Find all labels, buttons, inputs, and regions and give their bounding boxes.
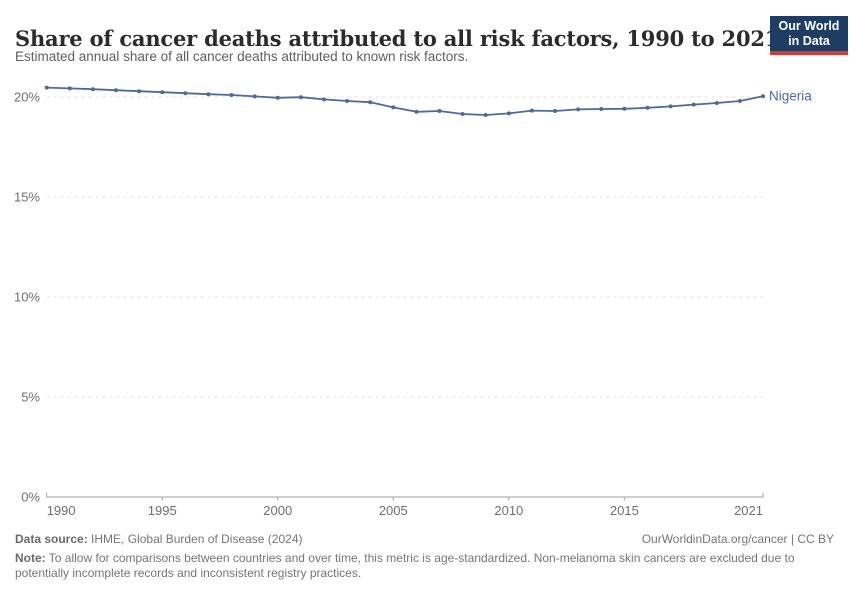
data-point-1996 <box>183 91 188 96</box>
data-point-1994 <box>137 89 142 94</box>
page-title: Share of cancer deaths attributed to all… <box>15 26 780 52</box>
data-source-value: IHME, Global Burden of Disease (2024) <box>91 532 303 546</box>
data-point-2005 <box>391 105 396 110</box>
owid-logo-line2: in Data <box>788 34 830 48</box>
x-axis-tick-label: 2015 <box>610 503 639 518</box>
data-point-1998 <box>229 93 234 97</box>
data-point-2010 <box>506 111 511 116</box>
data-point-2001 <box>298 95 303 100</box>
x-axis-tick-label: 2000 <box>263 503 292 518</box>
data-point-2016 <box>645 105 650 110</box>
data-point-2008 <box>460 112 465 116</box>
note-label: Note: <box>15 551 46 565</box>
x-axis-tick-label: 2010 <box>494 503 523 518</box>
nigeria-line-series <box>44 85 765 117</box>
data-point-1997 <box>206 92 211 97</box>
data-point-2003 <box>345 99 350 103</box>
data-point-2006 <box>414 109 419 114</box>
y-axis-tick-label: 15% <box>14 190 40 205</box>
data-point-1995 <box>160 90 165 95</box>
data-point-2000 <box>275 95 280 100</box>
data-point-1990 <box>44 85 49 90</box>
y-axis-tick-label: 10% <box>14 290 40 305</box>
y-axis-tick-label: 5% <box>21 390 40 405</box>
line-chart-canvas: 0% 5% 10% 15% 20% 1990 1995 2000 2005 2010 2015 202… <box>14 85 812 518</box>
note-value: To allow for comparisons between countri… <box>15 551 795 580</box>
page-subtitle: Estimated annual share of all cancer dea… <box>15 49 469 64</box>
x-axis-tick-label: 2005 <box>379 503 408 518</box>
data-source-label: Data source: <box>15 532 88 546</box>
data-point-2018 <box>691 102 696 107</box>
data-point-2007 <box>437 109 442 113</box>
chart-footer: Data source: IHME, Global Burden of Dise… <box>15 532 834 546</box>
data-point-1991 <box>67 86 72 91</box>
data-point-1999 <box>252 94 257 99</box>
data-point-2020 <box>737 99 742 103</box>
data-point-2002 <box>322 97 326 102</box>
x-axis-tick-label: 1990 <box>47 503 76 518</box>
owid-logo: Our World in Data <box>770 16 848 55</box>
data-point-2011 <box>529 108 534 113</box>
series-label-nigeria: Nigeria <box>769 89 812 104</box>
license-link[interactable]: OurWorldinData.org/cancer | CC BY <box>641 532 834 546</box>
data-point-2009 <box>483 113 488 117</box>
data-source-text: Data source: IHME, Global Burden of Dise… <box>15 532 302 546</box>
data-point-2014 <box>599 107 604 111</box>
y-axis-tick-label: 0% <box>21 490 40 505</box>
data-point-1992 <box>90 87 95 92</box>
data-point-2017 <box>668 104 673 109</box>
chart-note: Note: To allow for comparisons between c… <box>15 551 807 581</box>
data-point-2012 <box>553 109 557 113</box>
y-axis-tick-label: 20% <box>14 90 40 105</box>
owid-logo-line1: Our World <box>778 19 840 33</box>
data-point-2019 <box>714 101 719 105</box>
data-point-1993 <box>114 88 118 93</box>
x-axis-tick-label: 1995 <box>148 503 177 518</box>
series-line <box>45 86 764 116</box>
data-point-2013 <box>576 107 581 112</box>
x-axis-tick-label: 2021 <box>734 503 763 518</box>
data-point-2021 <box>761 94 765 99</box>
data-point-2015 <box>622 106 627 111</box>
data-point-2004 <box>368 100 373 105</box>
